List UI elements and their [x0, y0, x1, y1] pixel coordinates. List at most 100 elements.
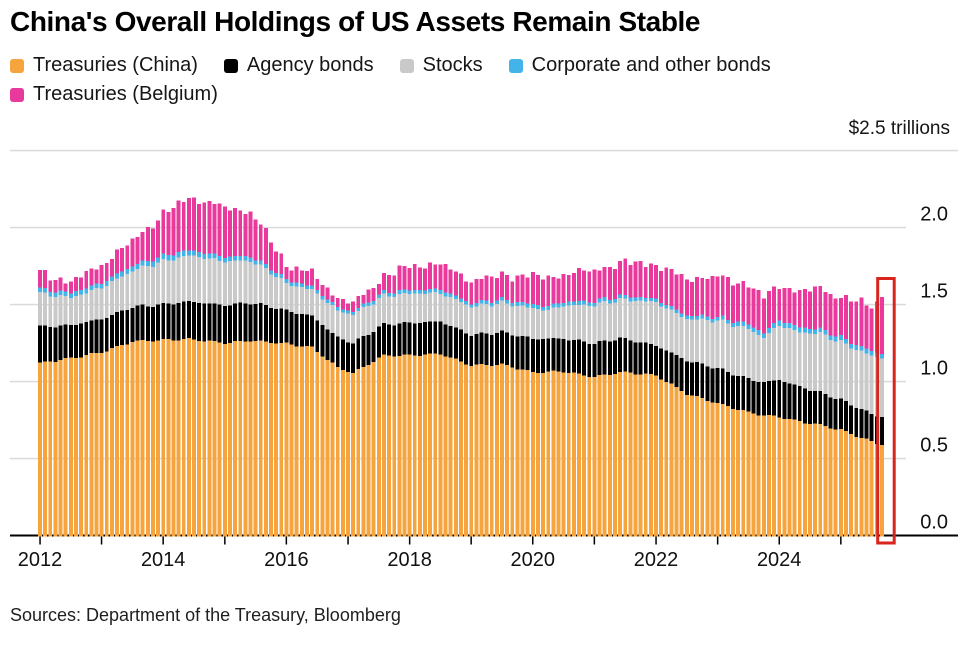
bar-segment [238, 255, 243, 261]
bar-segment [397, 323, 402, 356]
bar-segment [366, 335, 371, 366]
bar-segment [731, 285, 735, 323]
bar-segment [566, 372, 571, 537]
bar-segment [269, 343, 273, 537]
bar-segment [756, 381, 761, 416]
bar-segment [361, 294, 366, 304]
bar-segment [125, 310, 130, 345]
bar-segment [202, 303, 207, 342]
bar-segment [299, 287, 304, 314]
bar-segment [192, 339, 196, 537]
bar-segment [171, 260, 176, 305]
bar-segment [684, 319, 689, 362]
bar-segment [510, 306, 515, 336]
bar-segment [274, 277, 279, 310]
bar-segment [130, 307, 135, 342]
bar-segment [448, 296, 453, 327]
bar-segment [176, 303, 181, 341]
x-tick-label: 2016 [264, 549, 309, 571]
bar-segment [387, 355, 392, 537]
bar-segment [566, 301, 571, 306]
bar-segment [607, 299, 612, 304]
bar-segment [489, 276, 494, 304]
bar-segment [684, 279, 689, 316]
bar-segment [792, 384, 797, 420]
bar-segment [453, 271, 458, 296]
bar-segment [289, 282, 294, 287]
bar-segment [433, 321, 438, 354]
bar-segment [469, 304, 474, 308]
highlight-box [876, 277, 896, 545]
bar-segment [458, 329, 463, 362]
bar-segment [99, 353, 104, 537]
bar-segment [489, 334, 494, 366]
bar-segment [89, 268, 94, 286]
bar-segment [515, 336, 520, 370]
bar-segment [843, 401, 848, 432]
bar-segment [315, 278, 320, 291]
bar-segment [587, 377, 592, 537]
x-tick-label: 2024 [757, 549, 802, 571]
y-tick-label: 2.0 [920, 204, 948, 226]
bar-segment [248, 257, 253, 262]
bar-segment [551, 307, 556, 339]
bar-segment [73, 295, 78, 325]
bar-segment [279, 253, 284, 275]
bar-segment [253, 304, 258, 342]
bar-segment [777, 320, 782, 326]
bar-segment [551, 303, 556, 308]
bar-segment [135, 237, 140, 264]
bar-segment [269, 242, 273, 271]
gridline [10, 380, 906, 383]
bar-segment [479, 364, 484, 537]
bar-segment [68, 293, 73, 299]
bar-segment [792, 329, 797, 385]
bar-segment [520, 305, 525, 336]
bar-segment [797, 421, 802, 537]
bar-segment [304, 346, 309, 537]
bar-segment [520, 335, 525, 370]
bar-segment [443, 292, 448, 297]
bar-segment [171, 207, 176, 256]
bar-segment [253, 341, 258, 537]
bar-segment [310, 346, 315, 537]
bar-segment [453, 299, 458, 328]
bar-segment [618, 337, 623, 373]
bar-segment [340, 309, 345, 313]
bar-segment [854, 301, 859, 346]
bar-segment [669, 268, 674, 307]
bar-segment [612, 302, 617, 341]
legend-label-treasuries-belgium: Treasuries (Belgium) [33, 83, 218, 105]
bar-segment [443, 296, 448, 325]
bar-segment [84, 322, 89, 356]
bar-segment [48, 291, 53, 297]
bar-segment [115, 249, 119, 274]
bar-segment [135, 263, 140, 269]
bar-segment [618, 294, 623, 298]
bar-segment [818, 327, 823, 333]
bar-segment [351, 372, 356, 537]
bar-segment [772, 323, 777, 329]
bar-segment [756, 330, 761, 335]
bar-segment [674, 354, 679, 387]
bar-segment [423, 354, 427, 537]
bar-segment [99, 284, 104, 289]
bar-segment [725, 323, 730, 372]
bar-segment [869, 440, 874, 537]
bar-segment [838, 339, 843, 399]
x-tick [347, 536, 349, 545]
bar-segment [623, 298, 628, 338]
bar-segment [109, 281, 114, 316]
bar-segment [258, 260, 263, 265]
bar-segment [433, 264, 438, 289]
bar-segment [546, 371, 551, 537]
bar-segment [736, 375, 741, 410]
bar-segment [84, 288, 89, 294]
bar-segment [859, 408, 864, 438]
bar-segment [335, 366, 340, 537]
bar-segment [387, 293, 392, 297]
bar-segment [89, 290, 94, 321]
bar-segment [643, 373, 648, 537]
bar-segment [541, 338, 546, 373]
bar-segment [746, 411, 751, 537]
